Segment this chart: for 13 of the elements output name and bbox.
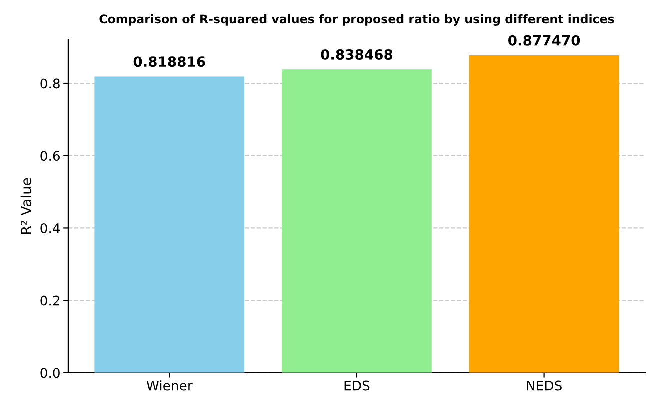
data-label: 0.877470 [508,35,580,46]
data-label: 0.818816 [134,56,206,68]
x-tick-label: NEDS [527,380,562,391]
data-label: 0.838468 [321,49,393,60]
chart-title: Comparison of R-squared values for proposed ratio by using different indices [100,14,614,26]
x-tick-label: Wiener [146,380,193,391]
y-tick-label: 0.4 [40,223,60,234]
y-tick-label: 0.8 [40,78,60,89]
y-tick-label: 0.0 [40,368,60,378]
y-tick-label: 0.2 [40,296,60,306]
x-tick-label: EDS [344,380,370,391]
y-tick-label: 0.6 [40,151,60,162]
y-axis-title: R² Value [20,178,32,234]
